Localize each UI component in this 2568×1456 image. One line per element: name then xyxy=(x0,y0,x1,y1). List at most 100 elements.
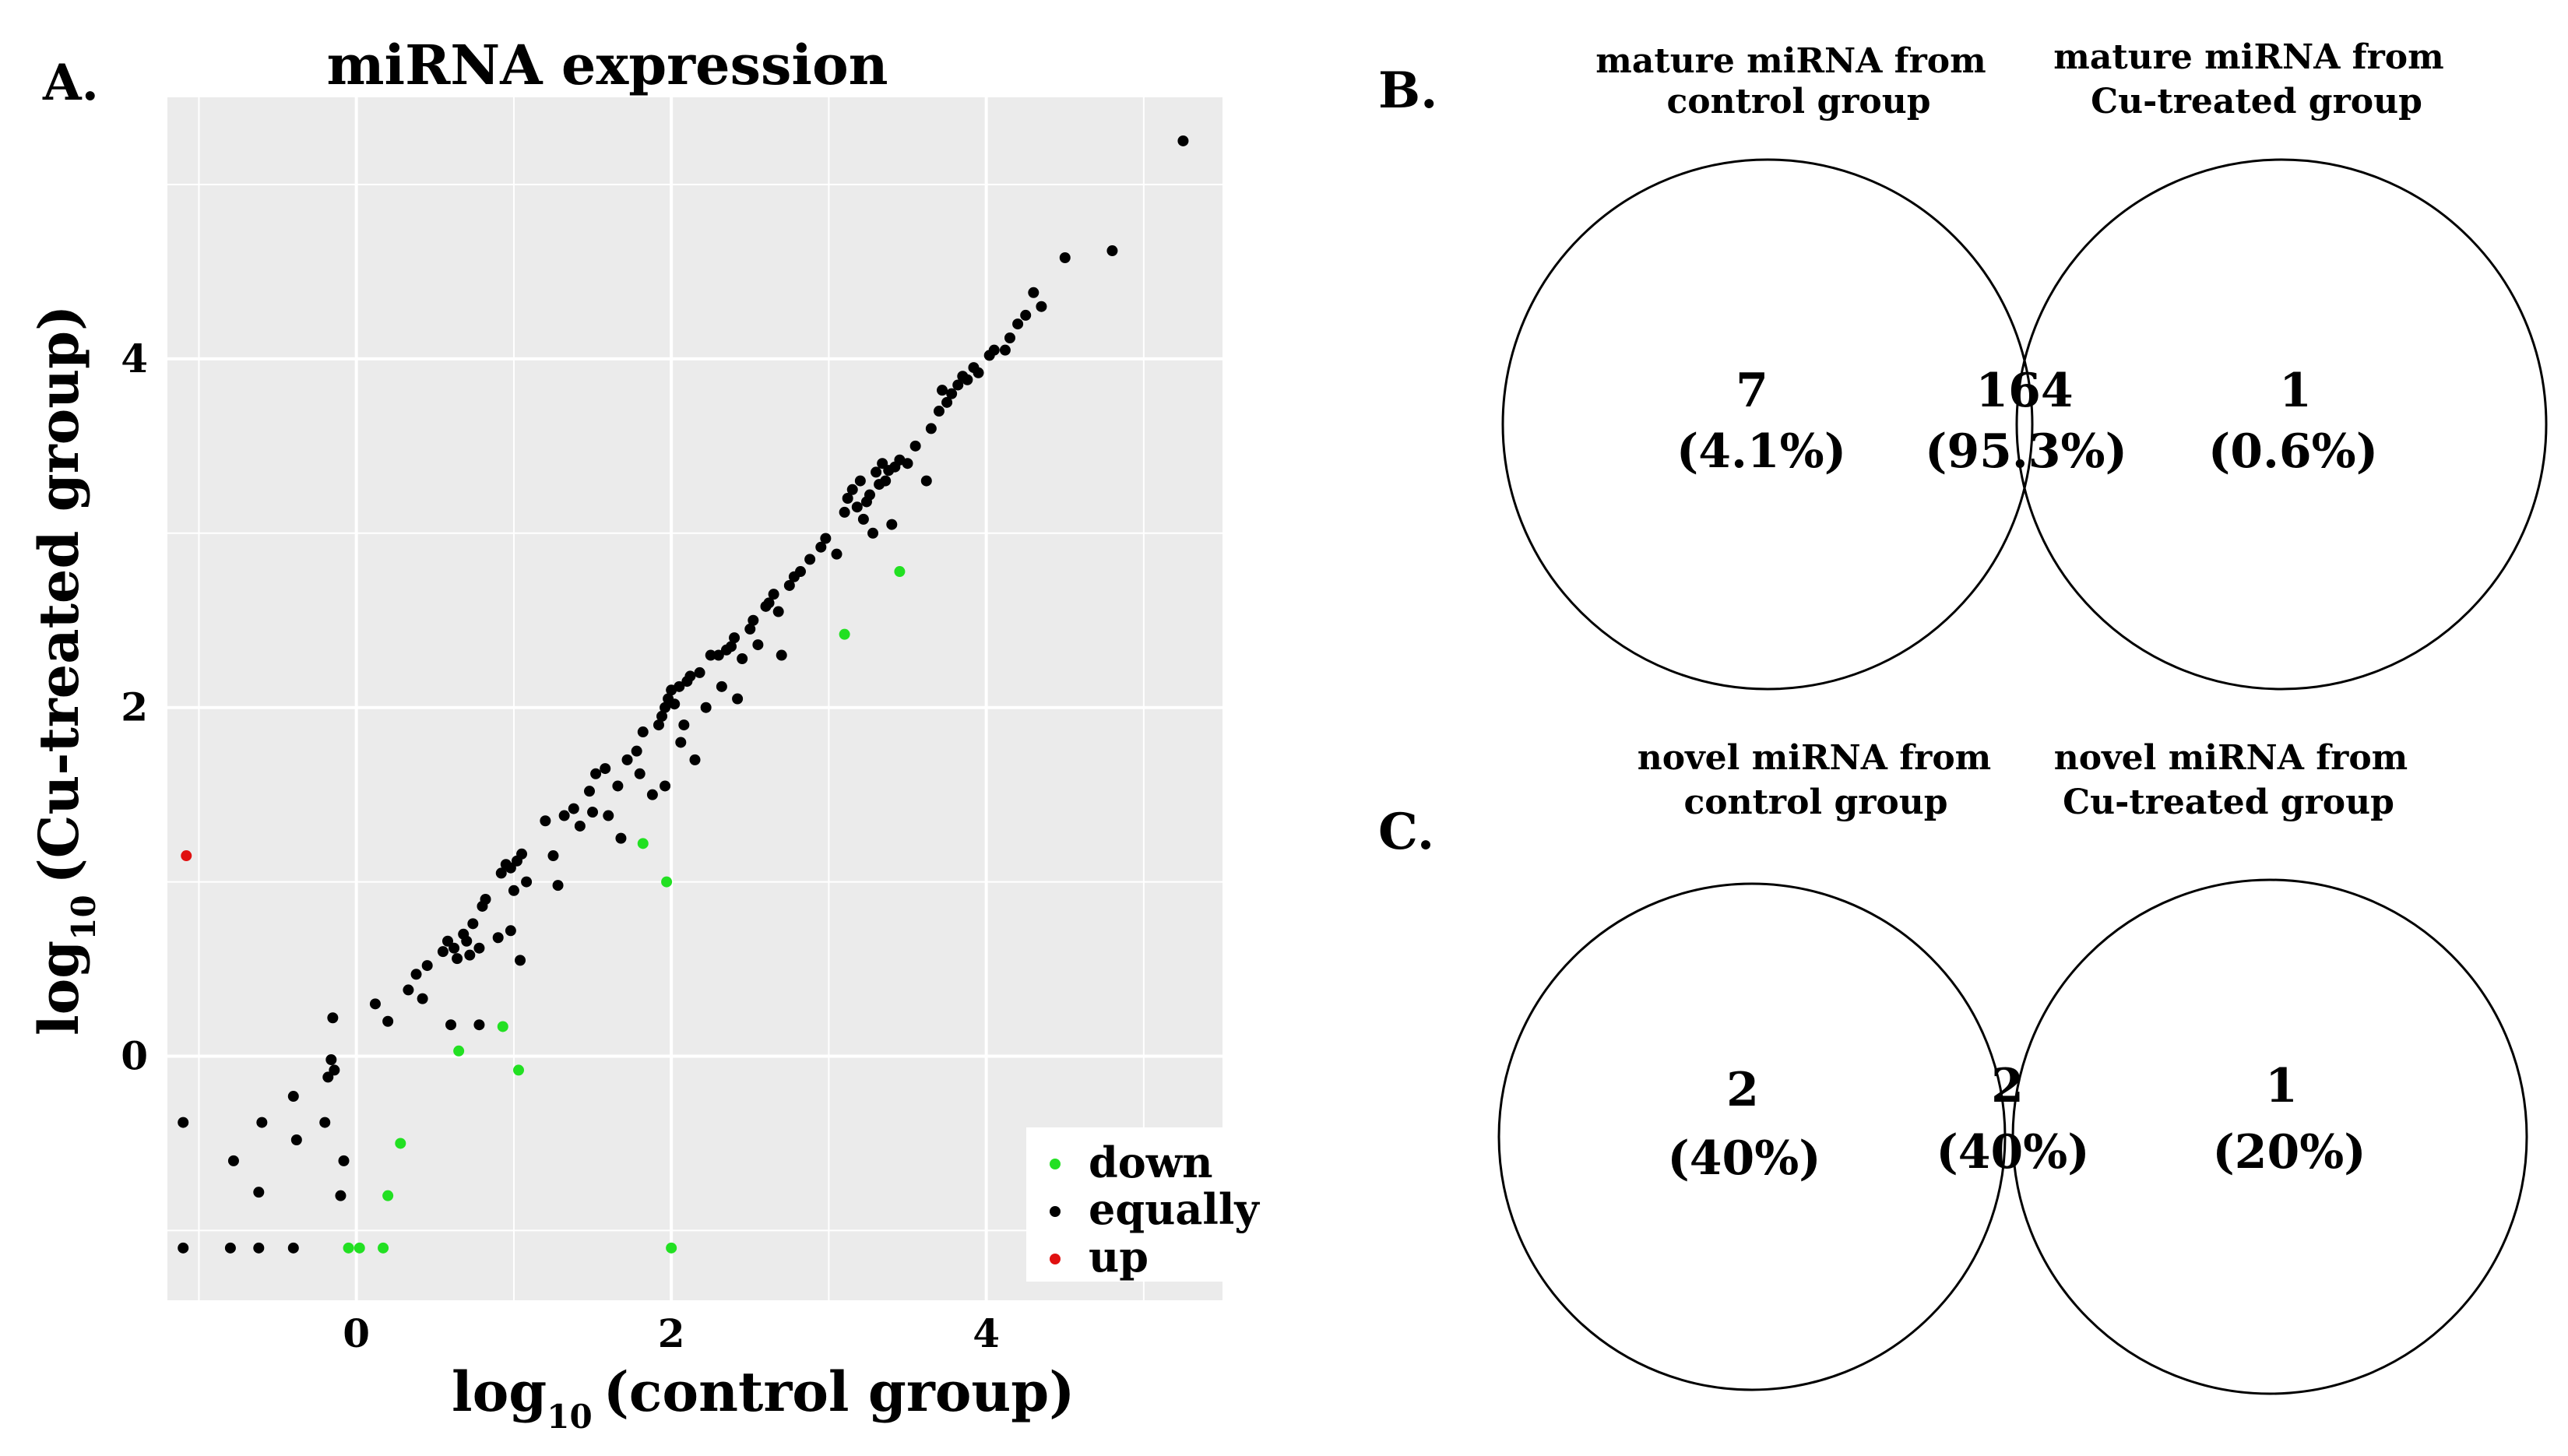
point-equally xyxy=(804,554,816,565)
point-equally xyxy=(335,1190,347,1201)
point-down xyxy=(343,1242,354,1254)
point-equally xyxy=(322,1071,334,1083)
point-equally xyxy=(516,848,528,860)
point-equally xyxy=(831,548,843,560)
point-equally xyxy=(473,1019,485,1031)
venn-b-left-header-line1: mature miRNA from xyxy=(1595,41,1986,81)
point-equally xyxy=(452,953,463,965)
point-equally xyxy=(795,566,806,578)
point-equally xyxy=(437,946,449,958)
point-equally xyxy=(674,681,685,692)
point-equally xyxy=(568,803,579,814)
point-equally xyxy=(902,458,913,470)
point-equally xyxy=(660,702,671,713)
venn-c-right-header-line1: novel miRNA from xyxy=(2054,738,2408,778)
point-equally xyxy=(744,623,756,635)
point-equally xyxy=(857,513,869,525)
point-equally xyxy=(748,614,759,626)
point-equally xyxy=(1177,135,1189,146)
venn-c-right-percent: (20%) xyxy=(2212,1125,2366,1180)
point-equally xyxy=(694,666,705,678)
point-equally xyxy=(1106,245,1118,257)
point-equally xyxy=(480,894,491,905)
point-equally xyxy=(700,702,712,713)
point-equally xyxy=(449,942,460,954)
point-equally xyxy=(864,489,875,501)
point-down xyxy=(378,1242,389,1254)
point-equally xyxy=(574,820,586,832)
point-equally xyxy=(689,754,701,765)
legend-key-down xyxy=(1050,1159,1061,1169)
venn-c-left-header-line2: control group xyxy=(1683,783,1947,822)
venn-b-overlap-percent: (95.3%) xyxy=(1925,424,2127,479)
point-equally xyxy=(369,998,381,1010)
point-down xyxy=(382,1190,394,1201)
point-equally xyxy=(815,541,827,553)
venn-c-right-circle xyxy=(2011,878,2528,1395)
venn-b-right-header-line2: Cu-treated group xyxy=(2091,82,2422,121)
x-axis-title-base: log xyxy=(452,1359,547,1424)
point-equally xyxy=(584,786,595,797)
point-equally xyxy=(325,1054,337,1065)
point-equally xyxy=(851,501,863,513)
point-equally xyxy=(615,832,627,844)
venn-b-left-count: 7 xyxy=(1736,364,1768,418)
point-equally xyxy=(461,935,473,947)
point-equally xyxy=(660,780,671,792)
point-equally xyxy=(646,789,658,800)
point-equally xyxy=(952,379,964,391)
y-axis-title-base: log xyxy=(26,941,91,1036)
point-equally xyxy=(410,969,422,980)
point-equally xyxy=(603,810,614,821)
point-equally xyxy=(464,949,476,961)
y-tick-label: 2 xyxy=(121,684,148,730)
y-tick-label: 0 xyxy=(121,1033,148,1079)
point-equally xyxy=(445,1019,457,1031)
point-equally xyxy=(909,440,921,452)
point-equally xyxy=(732,693,744,705)
plot-title: miRNA expression xyxy=(326,33,888,97)
point-equally xyxy=(558,810,570,821)
point-equally xyxy=(417,993,428,1004)
panel-a-letter: A. xyxy=(42,54,99,112)
point-equally xyxy=(962,374,973,385)
point-equally xyxy=(1012,318,1024,330)
point-equally xyxy=(839,506,850,518)
point-equally xyxy=(1059,252,1071,263)
point-down xyxy=(894,566,906,578)
venn-b-left-header-line2: control group xyxy=(1666,82,1930,121)
point-equally xyxy=(678,719,690,731)
point-equally xyxy=(637,726,649,738)
point-down xyxy=(512,1064,524,1076)
point-up xyxy=(181,850,192,862)
x-tick-label: 4 xyxy=(973,1310,1000,1356)
venn-b-right-header-line1: mature miRNA from xyxy=(2053,37,2443,77)
legend-box xyxy=(1026,1127,1240,1282)
tick-labels: 0 2 4 0 2 4 xyxy=(121,336,1000,1356)
point-equally xyxy=(290,1134,302,1145)
legend-label-down: down xyxy=(1089,1138,1213,1187)
point-equally xyxy=(946,388,958,399)
point-equally xyxy=(988,344,1000,356)
point-equally xyxy=(726,641,737,652)
venn-c-right-count: 1 xyxy=(2265,1059,2298,1113)
point-equally xyxy=(287,1242,299,1254)
point-equally xyxy=(684,670,696,682)
venn-b-right-percent: (0.6%) xyxy=(2208,424,2378,479)
point-equally xyxy=(441,935,453,947)
point-equally xyxy=(319,1117,331,1128)
point-equally xyxy=(886,519,898,530)
point-equally xyxy=(600,763,611,775)
point-equally xyxy=(937,385,948,396)
point-equally xyxy=(941,396,953,408)
point-down xyxy=(453,1045,465,1057)
point-equally xyxy=(587,807,599,818)
legend-key-up xyxy=(1050,1254,1061,1264)
x-tick-label: 2 xyxy=(658,1310,685,1356)
point-equally xyxy=(178,1117,189,1128)
venn-b-left-percent: (4.1%) xyxy=(1676,424,1846,479)
point-equally xyxy=(590,768,602,779)
point-equally xyxy=(675,737,687,748)
